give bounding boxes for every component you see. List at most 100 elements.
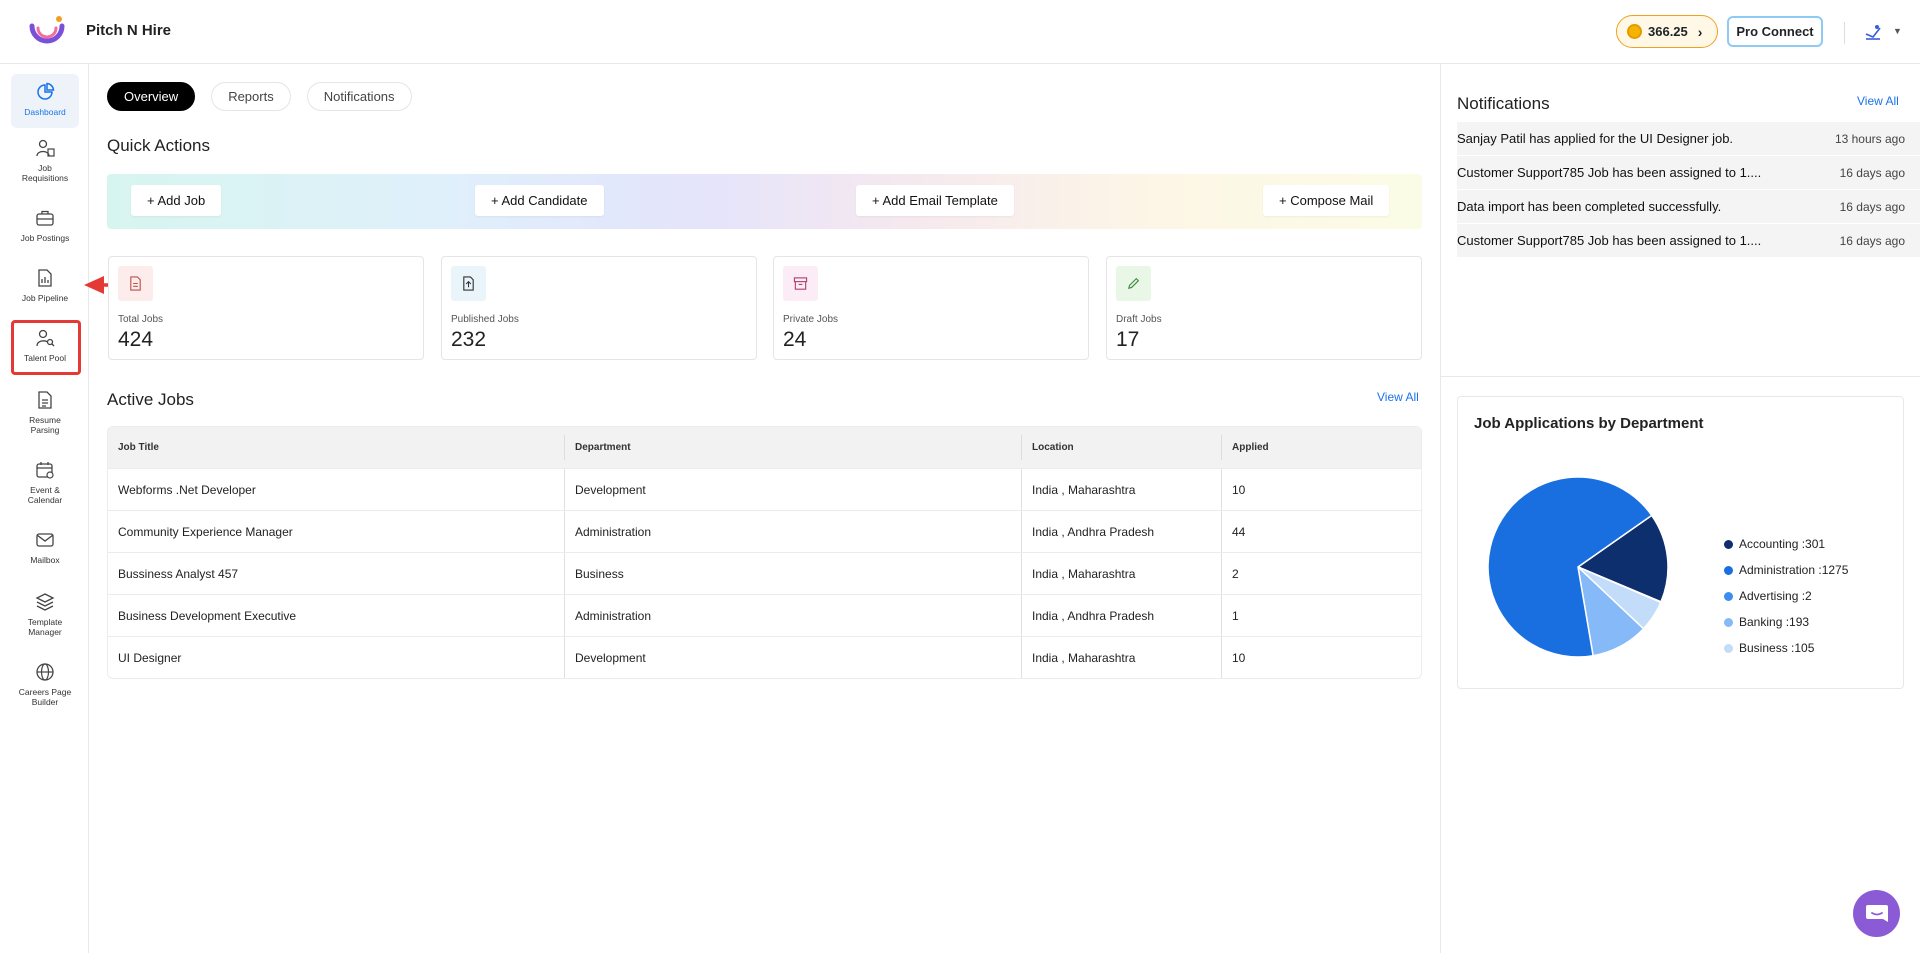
pitch-n-hire-logo-icon[interactable] [28,14,66,46]
chevron-right-icon: › [1697,23,1703,40]
compose-mail-button[interactable]: + Compose Mail [1263,185,1390,216]
credits-button[interactable]: 366.25 › [1616,15,1718,48]
sidebar-item-label: Mailbox [30,555,60,565]
notification-time: 16 days ago [1839,199,1905,214]
pipeline-icon [38,269,52,287]
stat-card-draft-jobs[interactable]: Draft Jobs 17 [1106,256,1422,360]
legend-label: Accounting :301 [1739,537,1826,551]
add-candidate-button[interactable]: + Add Candidate [475,185,604,216]
tab-reports[interactable]: Reports [211,82,291,111]
cell-department: Administration [565,595,1022,636]
active-jobs-view-all-link[interactable]: View All [1377,390,1419,404]
stat-card-published-jobs[interactable]: Published Jobs 232 [441,256,757,360]
archive-icon [783,266,818,301]
stat-card-private-jobs[interactable]: Private Jobs 24 [773,256,1089,360]
column-header-department[interactable]: Department [565,435,1022,460]
legend-item-banking[interactable]: Banking :193 [1724,609,1848,635]
top-bar: Pitch N Hire 366.25 › Pro Connect ▼ [0,0,1920,64]
calendar-icon [36,462,54,479]
legend-dot-icon [1724,539,1733,549]
cell-location: India , Maharashtra [1022,637,1222,678]
tab-overview[interactable]: Overview [107,82,196,111]
pie-slice-administration[interactable] [1487,476,1653,658]
sidebar-item-dashboard[interactable]: Dashboard [11,74,79,128]
sidebar-item-template-manager[interactable]: Template Manager [11,592,79,637]
notification-text: Data import has been completed successfu… [1457,199,1722,214]
legend-dot-icon [1724,591,1733,601]
globe-icon [36,663,54,681]
talent-pool-highlight-box [11,320,81,375]
notification-item[interactable]: Sanjay Patil has applied for the UI Desi… [1457,122,1920,156]
chevron-down-icon[interactable]: ▼ [1893,26,1902,36]
sidebar-item-talent-pool[interactable]: Talent Pool [11,328,79,363]
sidebar-item-label: Job Requisitions [21,163,69,183]
legend-item-business[interactable]: Business :105 [1724,635,1848,661]
stat-value: 232 [451,328,487,351]
cell-location: India , Maharashtra [1022,469,1222,510]
notification-item[interactable]: Customer Support785 Job has been assigne… [1457,156,1920,190]
sidebar-item-label: Template Manager [27,617,63,637]
job-requisitions-icon [36,139,55,157]
notification-item[interactable]: Customer Support785 Job has been assigne… [1457,224,1920,258]
stat-label: Published Jobs [451,314,519,325]
briefcase-icon [36,210,54,226]
cell-job-title: Business Development Executive [108,595,565,636]
pro-connect-button[interactable]: Pro Connect [1727,16,1823,47]
notification-item[interactable]: Data import has been completed successfu… [1457,190,1920,224]
active-jobs-table: Job Title Department Location Applied We… [107,426,1422,679]
sidebar-item-event-calendar[interactable]: Event & Calendar [11,460,79,505]
cell-job-title: Bussiness Analyst 457 [108,553,565,594]
stat-value: 424 [118,328,154,351]
sidebar-item-job-postings[interactable]: Job Postings [11,208,79,243]
cell-department: Administration [565,511,1022,552]
cell-job-title: Community Experience Manager [108,511,565,552]
notifications-view-all-link[interactable]: View All [1857,94,1899,108]
table-row[interactable]: Webforms .Net Developer Development Indi… [108,468,1421,510]
table-row[interactable]: Bussiness Analyst 457 Business India , M… [108,552,1421,594]
tab-notifications[interactable]: Notifications [306,82,412,111]
credits-value: 366.25 [1648,24,1688,39]
table-header: Job Title Department Location Applied [108,427,1421,468]
sidebar-item-job-pipeline[interactable]: Job Pipeline [11,268,79,303]
talent-search-icon [36,329,55,347]
column-header-location[interactable]: Location [1022,435,1222,460]
pencil-icon [1116,266,1151,301]
legend-item-administration[interactable]: Administration :1275 [1724,557,1848,583]
legend-item-advertising[interactable]: Advertising :2 [1724,583,1848,609]
legend-label: Advertising :2 [1739,589,1812,603]
chat-support-button[interactable] [1853,890,1900,937]
sidebar-item-label: Talent Pool [23,353,67,363]
table-row[interactable]: Community Experience Manager Administrat… [108,510,1421,552]
sidebar-item-label: Job Pipeline [21,293,69,303]
mail-icon [36,533,54,547]
sidebar-item-resume-parsing[interactable]: Resume Parsing [11,390,79,435]
document-icon [118,266,153,301]
cell-job-title: UI Designer [108,637,565,678]
pie-slice-accounting[interactable] [1576,514,1669,603]
add-email-template-button[interactable]: + Add Email Template [856,185,1014,216]
main-content: Overview Reports Notifications Quick Act… [89,64,1440,953]
table-row[interactable]: UI Designer Development India , Maharash… [108,636,1421,678]
stat-value: 24 [783,328,807,351]
table-row[interactable]: Business Development Executive Administr… [108,594,1421,636]
column-header-job-title[interactable]: Job Title [108,435,565,460]
file-upload-icon [451,266,486,301]
notifications-title: Notifications [1457,94,1550,113]
notification-time: 13 hours ago [1834,131,1905,146]
sidebar-item-label: Resume Parsing [29,415,61,435]
column-header-applied[interactable]: Applied [1232,442,1269,453]
add-job-button[interactable]: + Add Job [131,185,222,216]
sidebar-item-careers-page-builder[interactable]: Careers Page Builder [11,662,79,707]
legend-item-accounting[interactable]: Accounting :301 [1724,531,1848,557]
legend-label: Banking :193 [1739,615,1810,629]
user-menu-icon[interactable] [1864,24,1882,40]
stat-card-total-jobs[interactable]: Total Jobs 424 [108,256,424,360]
stat-label: Private Jobs [783,314,839,325]
legend-dot-icon [1724,643,1733,653]
pie-chart [1487,476,1669,658]
app-title: Pitch N Hire [86,22,172,39]
sidebar-item-mailbox[interactable]: Mailbox [11,530,79,565]
stat-label: Total Jobs [118,314,164,325]
legend-dot-icon [1724,565,1733,575]
sidebar-item-job-requisitions[interactable]: Job Requisitions [11,138,79,183]
